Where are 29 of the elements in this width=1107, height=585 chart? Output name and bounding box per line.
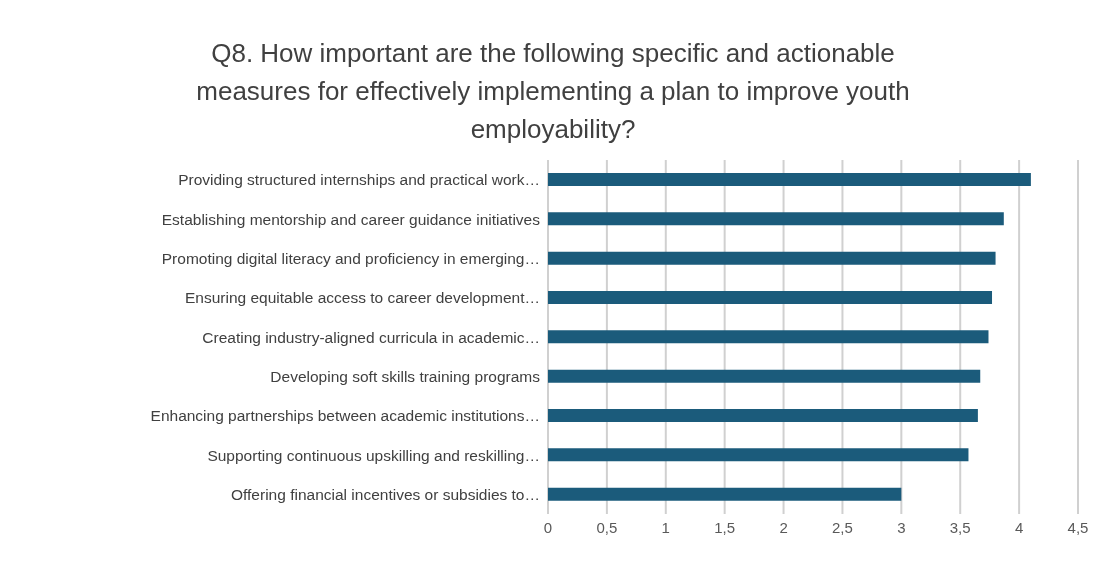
y-tick-label: Providing structured internships and practical work…: [178, 171, 540, 189]
bar: [548, 369, 981, 383]
bar: [548, 251, 996, 265]
y-tick-label: Creating industry-aligned curricula in academic…: [202, 328, 540, 346]
x-tick-label: 4: [1014, 518, 1024, 536]
x-tick-label: 1: [661, 518, 670, 536]
x-tick-label: 2,5: [832, 518, 853, 536]
bar: [548, 487, 902, 501]
y-tick-label: Enhancing partnerships between academic institutions…: [150, 407, 540, 425]
x-tick-label: 0,5: [596, 518, 618, 536]
bar: [548, 173, 1031, 186]
x-tick-label: 1,5: [714, 518, 736, 536]
bar: [548, 212, 1004, 226]
bar: [548, 330, 989, 344]
x-tick-label: 4,5: [1067, 518, 1089, 536]
bar: [548, 291, 993, 304]
y-tick-label: Establishing mentorship and career guidance initiatives: [161, 210, 541, 228]
y-tick-label: Offering financial incentives or subsidies to…: [230, 485, 540, 503]
y-tick-label: Developing soft skills training programs: [270, 367, 541, 385]
x-tick-label: 3: [897, 518, 906, 536]
x-tick-label: 2: [779, 518, 788, 536]
y-tick-label: Ensuring equitable access to career development…: [185, 289, 540, 307]
bar: [548, 448, 969, 462]
x-tick-label: 0: [543, 518, 553, 536]
bar: [548, 409, 978, 422]
x-tick-label: 3,5: [949, 518, 971, 536]
y-tick-label: Promoting digital literacy and proficiency in emerging…: [161, 249, 540, 267]
y-tick-label: Supporting continuous upskilling and reskilling…: [207, 446, 540, 464]
chart-title: Q8. How important are the following specific and actionable measures for effectively implementing a plan to improve youth employability?: [195, 37, 911, 146]
